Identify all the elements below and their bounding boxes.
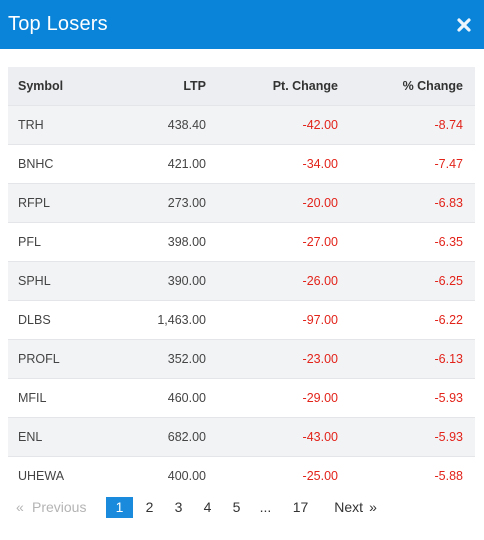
column-header-symbol[interactable]: Symbol	[18, 78, 64, 93]
table-row[interactable]: RFPL 273.00 -20.00 -6.83	[8, 183, 475, 222]
close-button[interactable]	[454, 15, 474, 35]
column-header-ltp[interactable]: LTP	[183, 78, 206, 93]
table-row[interactable]: TRH 438.40 -42.00 -8.74	[8, 105, 475, 144]
cell-pt-change: -27.00	[302, 234, 338, 249]
cell-symbol[interactable]: TRH	[18, 117, 44, 132]
cell-ltp: 421.00	[167, 156, 206, 171]
cell-symbol[interactable]: PROFL	[18, 351, 60, 366]
cell-pt-change: -25.00	[302, 468, 338, 483]
cell-symbol[interactable]: MFIL	[18, 390, 47, 405]
cell-ltp: 460.00	[167, 390, 206, 405]
page-button-5[interactable]: 5	[232, 499, 241, 515]
cell-pt-change: -23.00	[302, 351, 338, 366]
page-button-3[interactable]: 3	[174, 499, 183, 515]
cell-ltp: 352.00	[167, 351, 206, 366]
table-body: TRH 438.40 -42.00 -8.74 BNHC 421.00 -34.…	[8, 105, 475, 495]
cell-symbol[interactable]: DLBS	[18, 312, 51, 327]
cell-pct-change: -6.22	[434, 312, 464, 327]
cell-pt-change: -42.00	[302, 117, 338, 132]
pagination-ellipsis: ...	[259, 499, 272, 515]
losers-table-container: Symbol LTP Pt. Change % Change TRH 438.4…	[8, 67, 475, 495]
cell-symbol[interactable]: PFL	[18, 234, 41, 249]
table-row[interactable]: DLBS 1,463.00 -97.00 -6.22	[8, 300, 475, 339]
cell-pt-change: -34.00	[302, 156, 338, 171]
cell-pt-change: -26.00	[302, 273, 338, 288]
table-row[interactable]: BNHC 421.00 -34.00 -7.47	[8, 144, 475, 183]
cell-symbol[interactable]: BNHC	[18, 156, 54, 171]
column-header-pt-change[interactable]: Pt. Change	[272, 78, 338, 93]
cell-ltp: 398.00	[167, 234, 206, 249]
table-row[interactable]: SPHL 390.00 -26.00 -6.25	[8, 261, 475, 300]
cell-ltp: 682.00	[167, 429, 206, 444]
table-header-row: Symbol LTP Pt. Change % Change	[8, 67, 475, 105]
cell-ltp: 390.00	[167, 273, 206, 288]
table-row[interactable]: MFIL 460.00 -29.00 -5.93	[8, 378, 475, 417]
losers-table: Symbol LTP Pt. Change % Change TRH 438.4…	[8, 67, 475, 495]
cell-ltp: 273.00	[167, 195, 206, 210]
previous-page-button: Previous	[32, 499, 87, 515]
page-button-2[interactable]: 2	[145, 499, 154, 515]
page-button-4[interactable]: 4	[203, 499, 212, 515]
cell-pt-change: -20.00	[302, 195, 338, 210]
table-row[interactable]: PFL 398.00 -27.00 -6.35	[8, 222, 475, 261]
cell-pt-change: -29.00	[302, 390, 338, 405]
close-icon	[457, 17, 471, 32]
table-row[interactable]: UHEWA 400.00 -25.00 -5.88	[8, 456, 475, 495]
table-row[interactable]: ENL 682.00 -43.00 -5.93	[8, 417, 475, 456]
cell-pct-change: -6.13	[434, 351, 464, 366]
cell-symbol[interactable]: RFPL	[18, 195, 50, 210]
cell-ltp: 400.00	[167, 468, 206, 483]
next-page-button[interactable]: Next	[334, 499, 363, 515]
cell-pct-change: -6.35	[434, 234, 464, 249]
cell-ltp: 1,463.00	[157, 312, 206, 327]
page-button-1[interactable]: 1	[106, 496, 133, 518]
pagination: « Previous 1 2 3 4 5 ... 17 Next »	[8, 496, 383, 518]
cell-pt-change: -97.00	[302, 312, 338, 327]
cell-pct-change: -6.25	[434, 273, 464, 288]
modal-title: Top Losers	[8, 13, 108, 35]
previous-arrow-icon: «	[16, 499, 24, 515]
cell-pct-change: -6.83	[434, 195, 464, 210]
modal-header: Top Losers	[0, 0, 484, 49]
cell-pt-change: -43.00	[302, 429, 338, 444]
next-arrow-icon[interactable]: »	[369, 499, 377, 515]
page-button-17[interactable]: 17	[292, 499, 309, 515]
table-row[interactable]: PROFL 352.00 -23.00 -6.13	[8, 339, 475, 378]
cell-symbol[interactable]: ENL	[18, 429, 43, 444]
cell-ltp: 438.40	[167, 117, 206, 132]
cell-pct-change: -5.93	[434, 429, 464, 444]
column-header-pct-change[interactable]: % Change	[402, 78, 463, 93]
table-header: Symbol LTP Pt. Change % Change	[8, 67, 475, 105]
cell-symbol[interactable]: UHEWA	[18, 468, 65, 483]
cell-pct-change: -5.93	[434, 390, 464, 405]
cell-pct-change: -5.88	[434, 468, 464, 483]
cell-pct-change: -8.74	[434, 117, 464, 132]
cell-symbol[interactable]: SPHL	[18, 273, 51, 288]
cell-pct-change: -7.47	[434, 156, 464, 171]
